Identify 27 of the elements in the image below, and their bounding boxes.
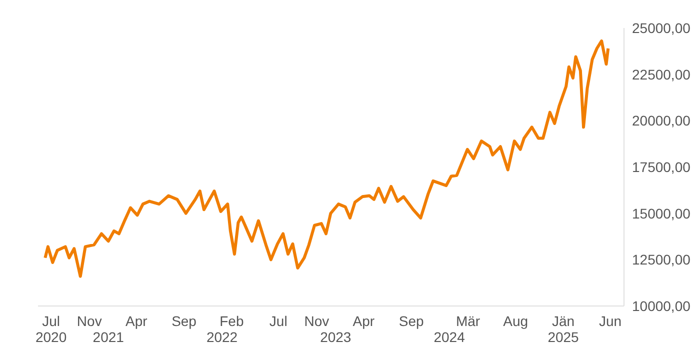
x-tick-label: Jul	[269, 313, 288, 329]
x-tick-label: Jän	[552, 313, 575, 329]
x-tick-label: Jun	[599, 313, 622, 329]
x2-tick-label: 2021	[92, 328, 124, 345]
x2-tick-label: 2024	[434, 328, 466, 345]
x-tick-label: Feb	[220, 313, 244, 329]
x2-tick-label: 2023	[320, 328, 352, 345]
x-tick-label: Mär	[456, 313, 480, 329]
line-series	[44, 39, 610, 278]
y-tick-label: 12500,00	[632, 252, 691, 268]
y-tick-label: 17500,00	[632, 158, 691, 175]
y-tick-label: 15000,00	[632, 205, 691, 222]
x-tick-label: Aug	[503, 313, 528, 329]
y-tick-label: 20000,00	[632, 112, 691, 129]
y-tick-label: 25000,00	[632, 20, 691, 36]
y-tick-label: 10000,00	[632, 298, 691, 314]
x2-tick-label: 2022	[206, 328, 238, 345]
x-tick-label: Nov	[76, 313, 102, 329]
x-tick-label: Apr	[125, 313, 148, 329]
x-tick-label: Apr	[352, 313, 375, 329]
x-tick-label: Sep	[172, 313, 197, 329]
x-tick-label: Sep	[398, 313, 424, 329]
x-tick-label: Nov	[304, 313, 330, 329]
y-tick-label: 22500,00	[632, 66, 691, 82]
x2-tick-label: 2020	[36, 328, 67, 345]
x2-tick-label: 2025	[548, 328, 580, 345]
x-tick-label: Jul	[42, 313, 60, 329]
